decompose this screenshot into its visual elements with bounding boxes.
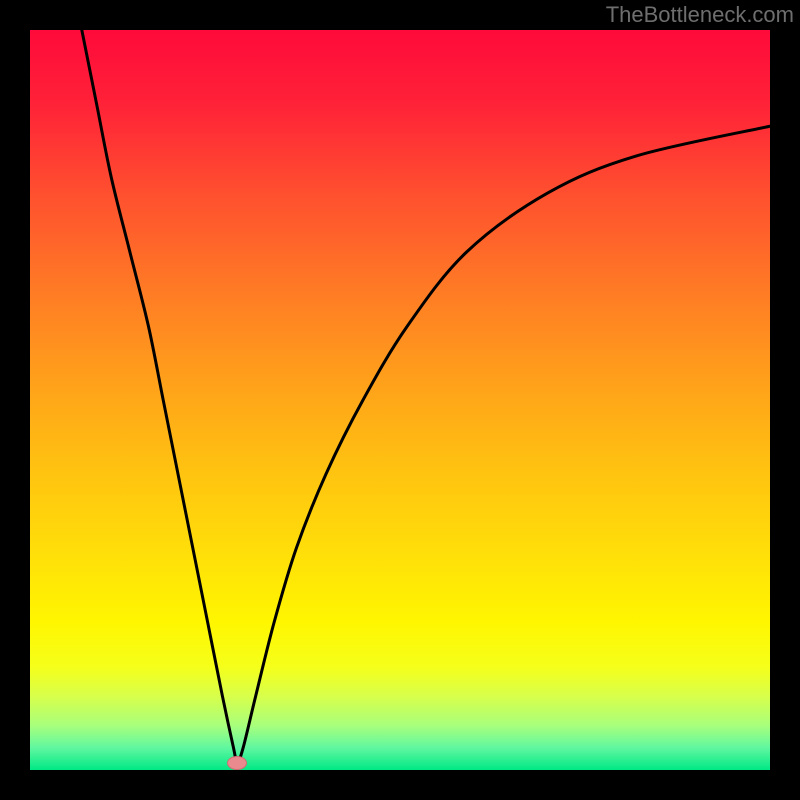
plot-area [30, 30, 770, 770]
watermark-text: TheBottleneck.com [606, 2, 794, 28]
optimal-point-marker [227, 756, 247, 770]
heatmap-gradient-background [30, 30, 770, 770]
chart-container: TheBottleneck.com [0, 0, 800, 800]
